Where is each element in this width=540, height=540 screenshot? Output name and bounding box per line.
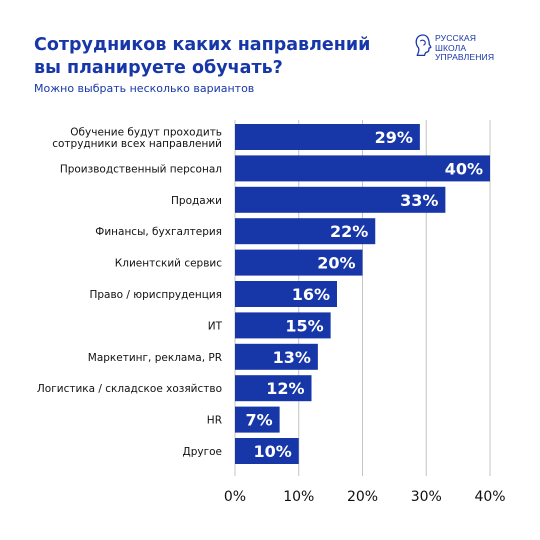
value-label-5: 16% <box>292 285 330 304</box>
chart-title-line-2: вы планируете обучать? <box>34 58 283 78</box>
category-label-6: ИТ <box>208 320 223 332</box>
profile-head-logo-icon <box>415 34 432 57</box>
brand-logo-text: РУССКАЯ ШКОЛА УПРАВЛЕНИЯ <box>435 33 495 63</box>
x-tick-label-30: 30% <box>411 489 442 505</box>
brand-logo-line-3: УПРАВЛЕНИЯ <box>435 52 495 63</box>
value-label-10: 10% <box>253 442 291 461</box>
brand-logo: РУССКАЯ ШКОЛА УПРАВЛЕНИЯ <box>414 33 518 67</box>
value-label-7: 13% <box>273 348 311 367</box>
category-label-1: Производственный персонал <box>60 163 222 175</box>
x-tick-label-20: 20% <box>347 489 378 505</box>
bar-3 <box>235 218 376 245</box>
value-label-3: 22% <box>330 222 368 241</box>
category-label-5: Право / юриспруденция <box>89 289 222 301</box>
category-label-2: Продажи <box>171 195 222 207</box>
value-label-8: 12% <box>266 379 304 398</box>
chart-subtitle: Можно выбрать несколько вариантов <box>34 82 255 95</box>
chart-title: Сотрудников каких направлений вы планиру… <box>34 34 394 80</box>
bar-6 <box>235 312 331 339</box>
x-tick-label-0: 0% <box>224 489 246 505</box>
brand-logo-line-2: ШКОЛА <box>435 42 467 53</box>
category-label-3: Финансы, бухгалтерия <box>95 226 222 238</box>
value-label-4: 20% <box>317 254 355 273</box>
category-label-9: HR <box>207 415 222 427</box>
value-label-2: 33% <box>400 191 438 210</box>
x-tick-label-40: 40% <box>474 489 505 505</box>
category-label-4: Клиентский сервис <box>115 258 222 270</box>
value-label-9: 7% <box>245 411 272 430</box>
category-label-7: Маркетинг, реклама, PR <box>88 352 222 364</box>
bar-4 <box>235 249 363 276</box>
bar-1 <box>235 155 490 182</box>
bar-8 <box>235 375 312 402</box>
value-label-0: 29% <box>375 128 413 147</box>
bar-9 <box>235 406 280 433</box>
bar-5 <box>235 281 337 307</box>
bar-0 <box>235 124 420 150</box>
bar-7 <box>235 343 318 370</box>
x-tick-label-10: 10% <box>283 489 314 505</box>
category-label-10: Другое <box>183 446 222 458</box>
chart-title-line-1: Сотрудников каких направлений <box>34 35 371 55</box>
bar-2 <box>235 186 446 213</box>
bar-10 <box>235 438 299 464</box>
category-label-0-line-1: сотрудники всех направлений <box>52 138 222 150</box>
value-label-6: 15% <box>285 316 323 335</box>
category-label-0-line-0: Обучение будут проходить <box>70 126 222 138</box>
brand-logo-line-1: РУССКАЯ <box>435 33 477 43</box>
category-label-8: Логистика / складское хозяйство <box>37 383 222 395</box>
value-label-1: 40% <box>445 159 483 178</box>
